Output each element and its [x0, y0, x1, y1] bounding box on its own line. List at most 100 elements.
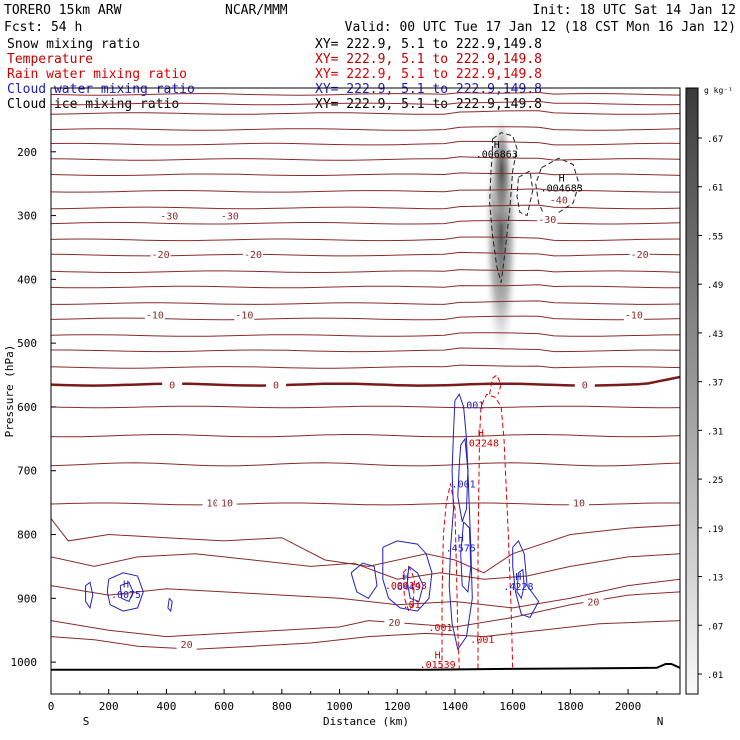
colorbar-label: .07: [707, 622, 723, 632]
isotherm-line: [51, 236, 680, 242]
isotherm-line: [51, 188, 680, 193]
temperature-label: -30: [538, 215, 556, 226]
cloud-water-contour: [457, 437, 469, 522]
colorbar-unit: g kg⁻¹: [704, 86, 733, 95]
y-tick-label: 800: [17, 529, 37, 542]
colorbar: .67 .61 .55 .49 .43 .37 .31 .25 .19 .13 .07 .01 g k…: [685, 86, 733, 695]
colorbar-label: .13: [707, 574, 723, 584]
legend-xy: XY= 222.9, 5.1 to 222.9,149.8: [315, 52, 542, 67]
isotherm-line: [51, 300, 680, 305]
colorbar-label: .19: [707, 525, 723, 535]
rain-contour: [477, 393, 514, 669]
colorbar-label: .61: [707, 184, 723, 194]
isotherm-line: [51, 251, 680, 257]
legend-xy: XY= 222.9, 5.1 to 222.9,149.8: [315, 67, 542, 82]
temp-label-bg: [266, 378, 287, 391]
temp-label-bg: [144, 308, 165, 321]
colorbar-label: .37: [707, 379, 723, 389]
isotherm-line: [51, 462, 680, 467]
colorbar-gradient: [685, 87, 699, 695]
contour-annotation: .0075: [111, 590, 141, 601]
isotherm-line: [51, 518, 680, 574]
temperature-label: 20: [181, 640, 193, 651]
cloud-water-contour: [512, 539, 540, 619]
contour-annotation: .001: [460, 400, 484, 411]
colorbar-label: .31: [707, 427, 723, 437]
contour-annotation: H: [494, 140, 500, 151]
contour-annotation: .009143: [385, 581, 427, 592]
temp-label-bg: [219, 209, 240, 222]
cloud-water-contour: [167, 597, 173, 613]
org-label: NCAR/MMM: [225, 3, 288, 18]
contour-annotation: H: [435, 650, 441, 661]
contour-annotation: H: [458, 534, 464, 545]
colorbar-label: .25: [707, 476, 723, 486]
y-tick-label: 400: [17, 273, 37, 286]
temp-label-bg: [176, 638, 197, 651]
y-axis: 200 300 400 500 600 700 800 900 1000: [11, 146, 56, 669]
y-tick-label: 900: [17, 592, 37, 605]
legend-xy: XY= 222.9, 5.1 to 222.9,149.8: [315, 37, 542, 52]
legend-name: Temperature: [7, 52, 93, 67]
y-tick-label: 1000: [11, 656, 38, 669]
temperature-label: -10: [146, 310, 164, 321]
temperature-label: -20: [631, 250, 649, 261]
y-tick-label: 500: [17, 337, 37, 350]
temp-label-bg: [162, 378, 183, 391]
north-label: N: [657, 715, 664, 728]
temperature-label: 10: [207, 499, 219, 510]
isotherm-line: [51, 126, 680, 131]
isotherm-line: [51, 100, 680, 106]
cloud-water-contours: [85, 393, 540, 651]
contour-annotation: H: [403, 572, 409, 583]
y-axis-label: Pressure (hPa): [3, 345, 16, 438]
isotherm-line: [51, 140, 680, 146]
contour-annotation: .01539: [420, 660, 456, 671]
field-legend: Snow mixing ratio XY= 222.9, 5.1 to 222.9…: [7, 37, 542, 112]
isotherm-line: [51, 553, 680, 580]
cloud-water-contour: [516, 568, 525, 600]
contour-annotation: .001: [470, 635, 494, 646]
temp-label-bg: [583, 595, 604, 608]
contour-annotation: .001: [452, 479, 476, 490]
isotherm-line: [51, 172, 680, 176]
colorbar-label: .67: [707, 135, 723, 145]
temperature-label: 0: [273, 381, 279, 392]
temperature-label: -10: [625, 310, 643, 321]
x-axis: 0 200 400 600 800 1000 1200 1400 1600 1800 2000: [48, 689, 658, 713]
y-tick-label: 200: [17, 146, 37, 159]
temp-label-bg: [537, 212, 558, 225]
contour-annotation: .4575: [446, 543, 476, 554]
colorbar-label: .49: [707, 281, 723, 291]
legend-name: Rain water mixing ratio: [7, 67, 187, 82]
x-tick-label: 1400: [442, 700, 469, 713]
x-tick-label: 400: [156, 700, 176, 713]
ice-contour: [535, 157, 580, 217]
temperature-labels: -30 -30-40-30-20 -20 -20-10 -10 -100 0 010 10 102…: [144, 193, 650, 651]
temp-label-bg: [159, 209, 180, 222]
isotherm-line: [51, 620, 680, 650]
isotherm-line: [51, 347, 680, 353]
contour-annotation: .01: [403, 600, 421, 611]
temp-label-bg: [569, 496, 590, 509]
cloud-water-contour: [85, 581, 94, 610]
isotherm-line: [51, 364, 680, 369]
temperature-label: -20: [244, 250, 262, 261]
cloud-water-contour: [460, 521, 472, 594]
contour-annotation: .4228: [503, 582, 533, 593]
isotherm-line: [51, 156, 680, 161]
y-tick-label: 700: [17, 465, 37, 478]
x-tick-label: 800: [272, 700, 292, 713]
temp-label-bg: [242, 247, 263, 260]
temp-label-bg: [629, 247, 650, 260]
temp-label-bg: [548, 193, 569, 206]
ice-contour: [489, 132, 518, 283]
y-tick-label: 300: [17, 210, 37, 223]
x-axis-label: Distance (km): [323, 715, 409, 728]
cloud-ice-contours: [489, 132, 580, 283]
contour-annotation: H: [559, 173, 565, 184]
isotherm-line: [51, 591, 680, 638]
x-tick-label: 2000: [615, 700, 642, 713]
temp-label-bg: [217, 496, 238, 509]
